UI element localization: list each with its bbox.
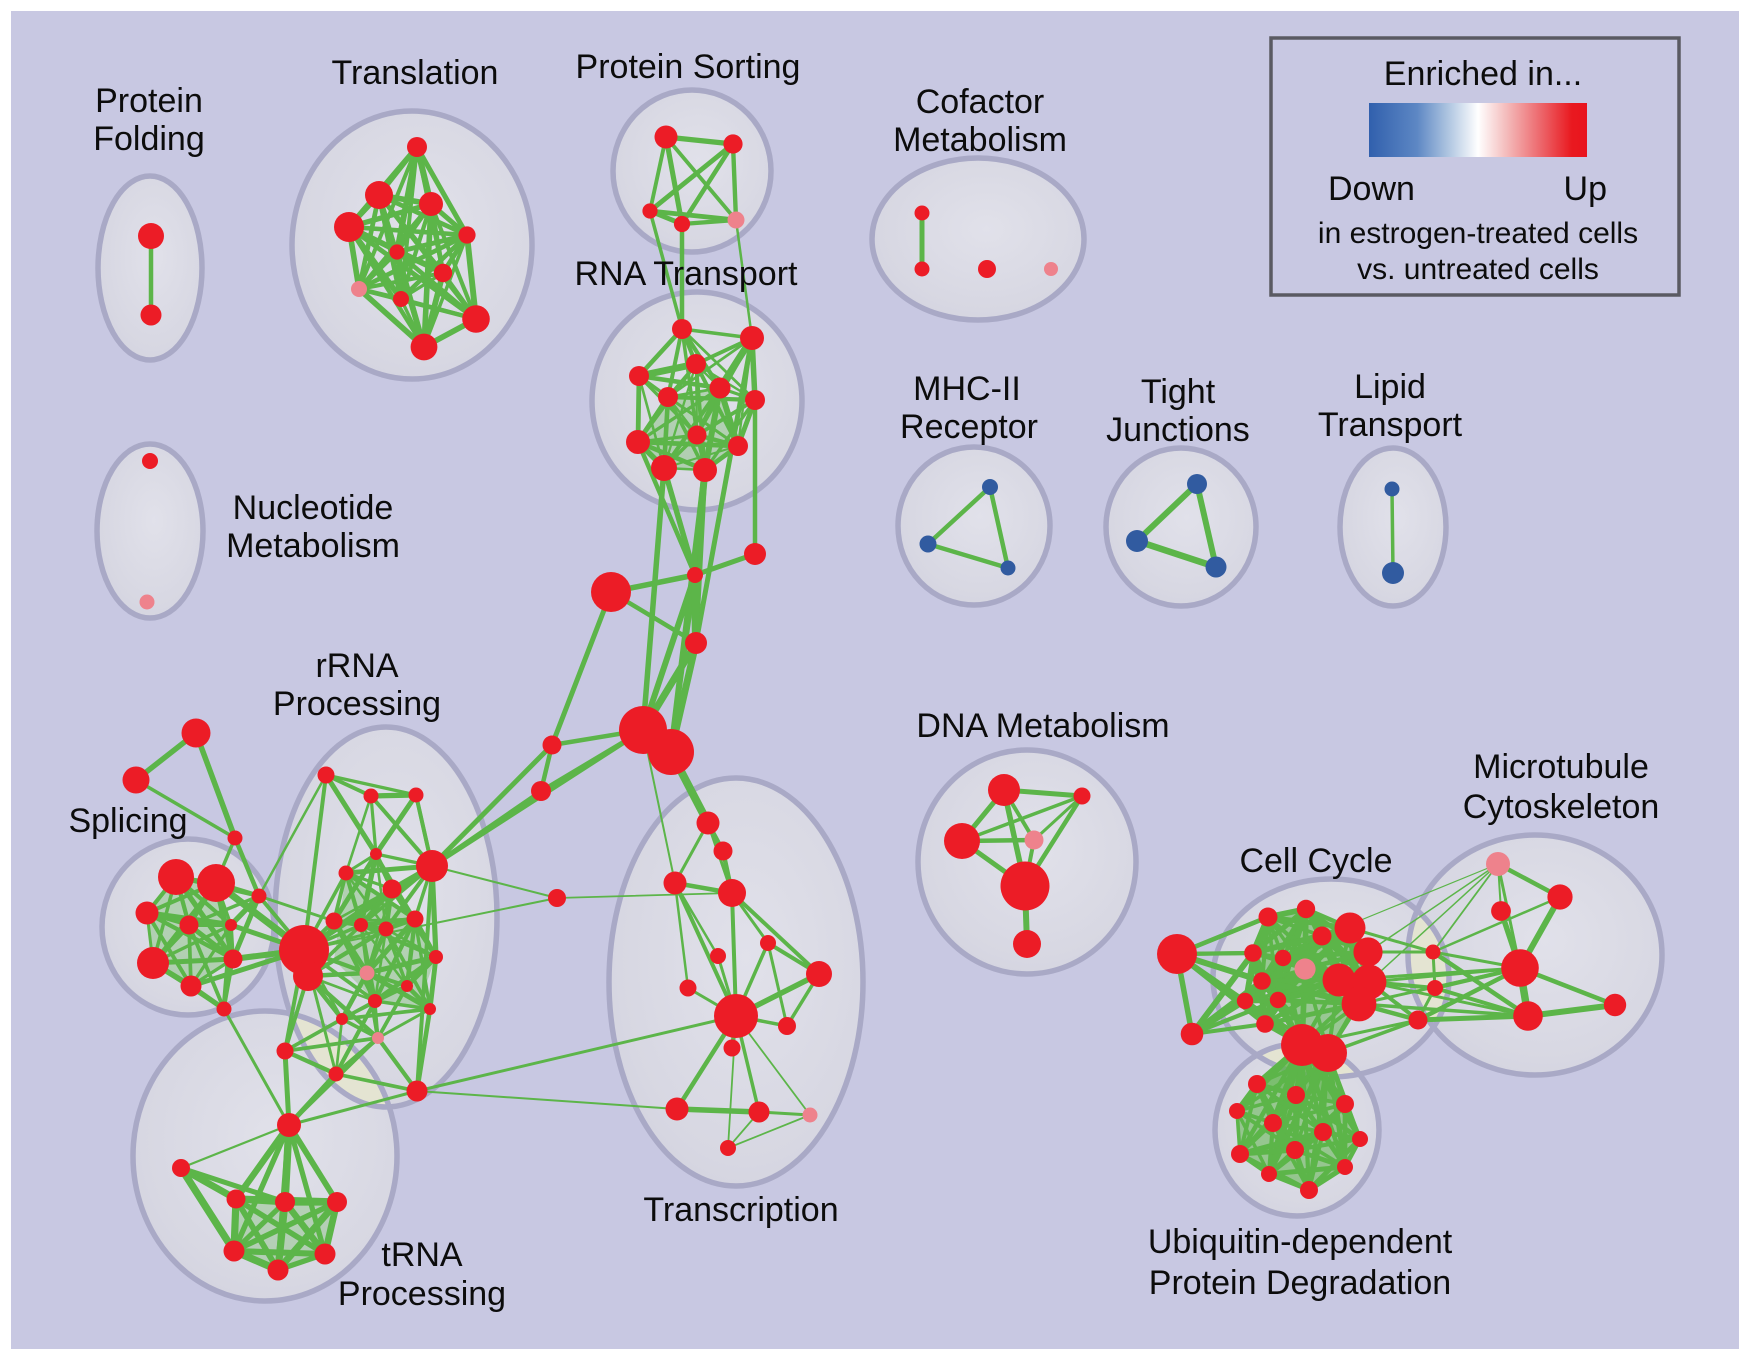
- svg-text:RNA Transport: RNA Transport: [575, 255, 799, 293]
- svg-text:MHC-II: MHC-II: [913, 370, 1021, 408]
- svg-text:Processing: Processing: [338, 1275, 506, 1313]
- svg-text:Protein: Protein: [95, 82, 203, 120]
- svg-text:vs. untreated cells: vs. untreated cells: [1357, 253, 1599, 286]
- svg-text:Processing: Processing: [273, 685, 441, 723]
- svg-text:Microtubule: Microtubule: [1473, 748, 1649, 786]
- svg-text:Tight: Tight: [1141, 373, 1216, 411]
- svg-text:Splicing: Splicing: [68, 802, 187, 840]
- svg-text:Nucleotide: Nucleotide: [233, 489, 394, 527]
- svg-text:Cofactor: Cofactor: [916, 83, 1045, 121]
- svg-text:DNA Metabolism: DNA Metabolism: [916, 707, 1169, 745]
- svg-text:Protein Degradation: Protein Degradation: [1149, 1264, 1451, 1302]
- svg-text:Translation: Translation: [332, 54, 499, 92]
- svg-text:Up: Up: [1564, 170, 1607, 208]
- svg-text:Enriched in...: Enriched in...: [1384, 55, 1582, 93]
- svg-text:Receptor: Receptor: [900, 408, 1038, 446]
- svg-text:Ubiquitin-dependent: Ubiquitin-dependent: [1148, 1223, 1453, 1261]
- svg-text:Cell Cycle: Cell Cycle: [1239, 842, 1392, 880]
- svg-text:in estrogen-treated cells: in estrogen-treated cells: [1318, 217, 1638, 250]
- svg-text:Down: Down: [1328, 170, 1415, 208]
- svg-text:Metabolism: Metabolism: [893, 121, 1067, 159]
- svg-text:Cytoskeleton: Cytoskeleton: [1463, 788, 1660, 826]
- svg-text:Protein Sorting: Protein Sorting: [576, 48, 801, 86]
- svg-text:Folding: Folding: [93, 120, 205, 158]
- svg-text:Metabolism: Metabolism: [226, 527, 400, 565]
- svg-text:tRNA: tRNA: [381, 1236, 463, 1274]
- svg-text:Lipid: Lipid: [1354, 368, 1426, 406]
- svg-text:Transport: Transport: [1318, 406, 1463, 444]
- svg-text:Junctions: Junctions: [1106, 411, 1250, 449]
- svg-text:rRNA: rRNA: [315, 647, 398, 685]
- svg-text:Transcription: Transcription: [643, 1191, 838, 1229]
